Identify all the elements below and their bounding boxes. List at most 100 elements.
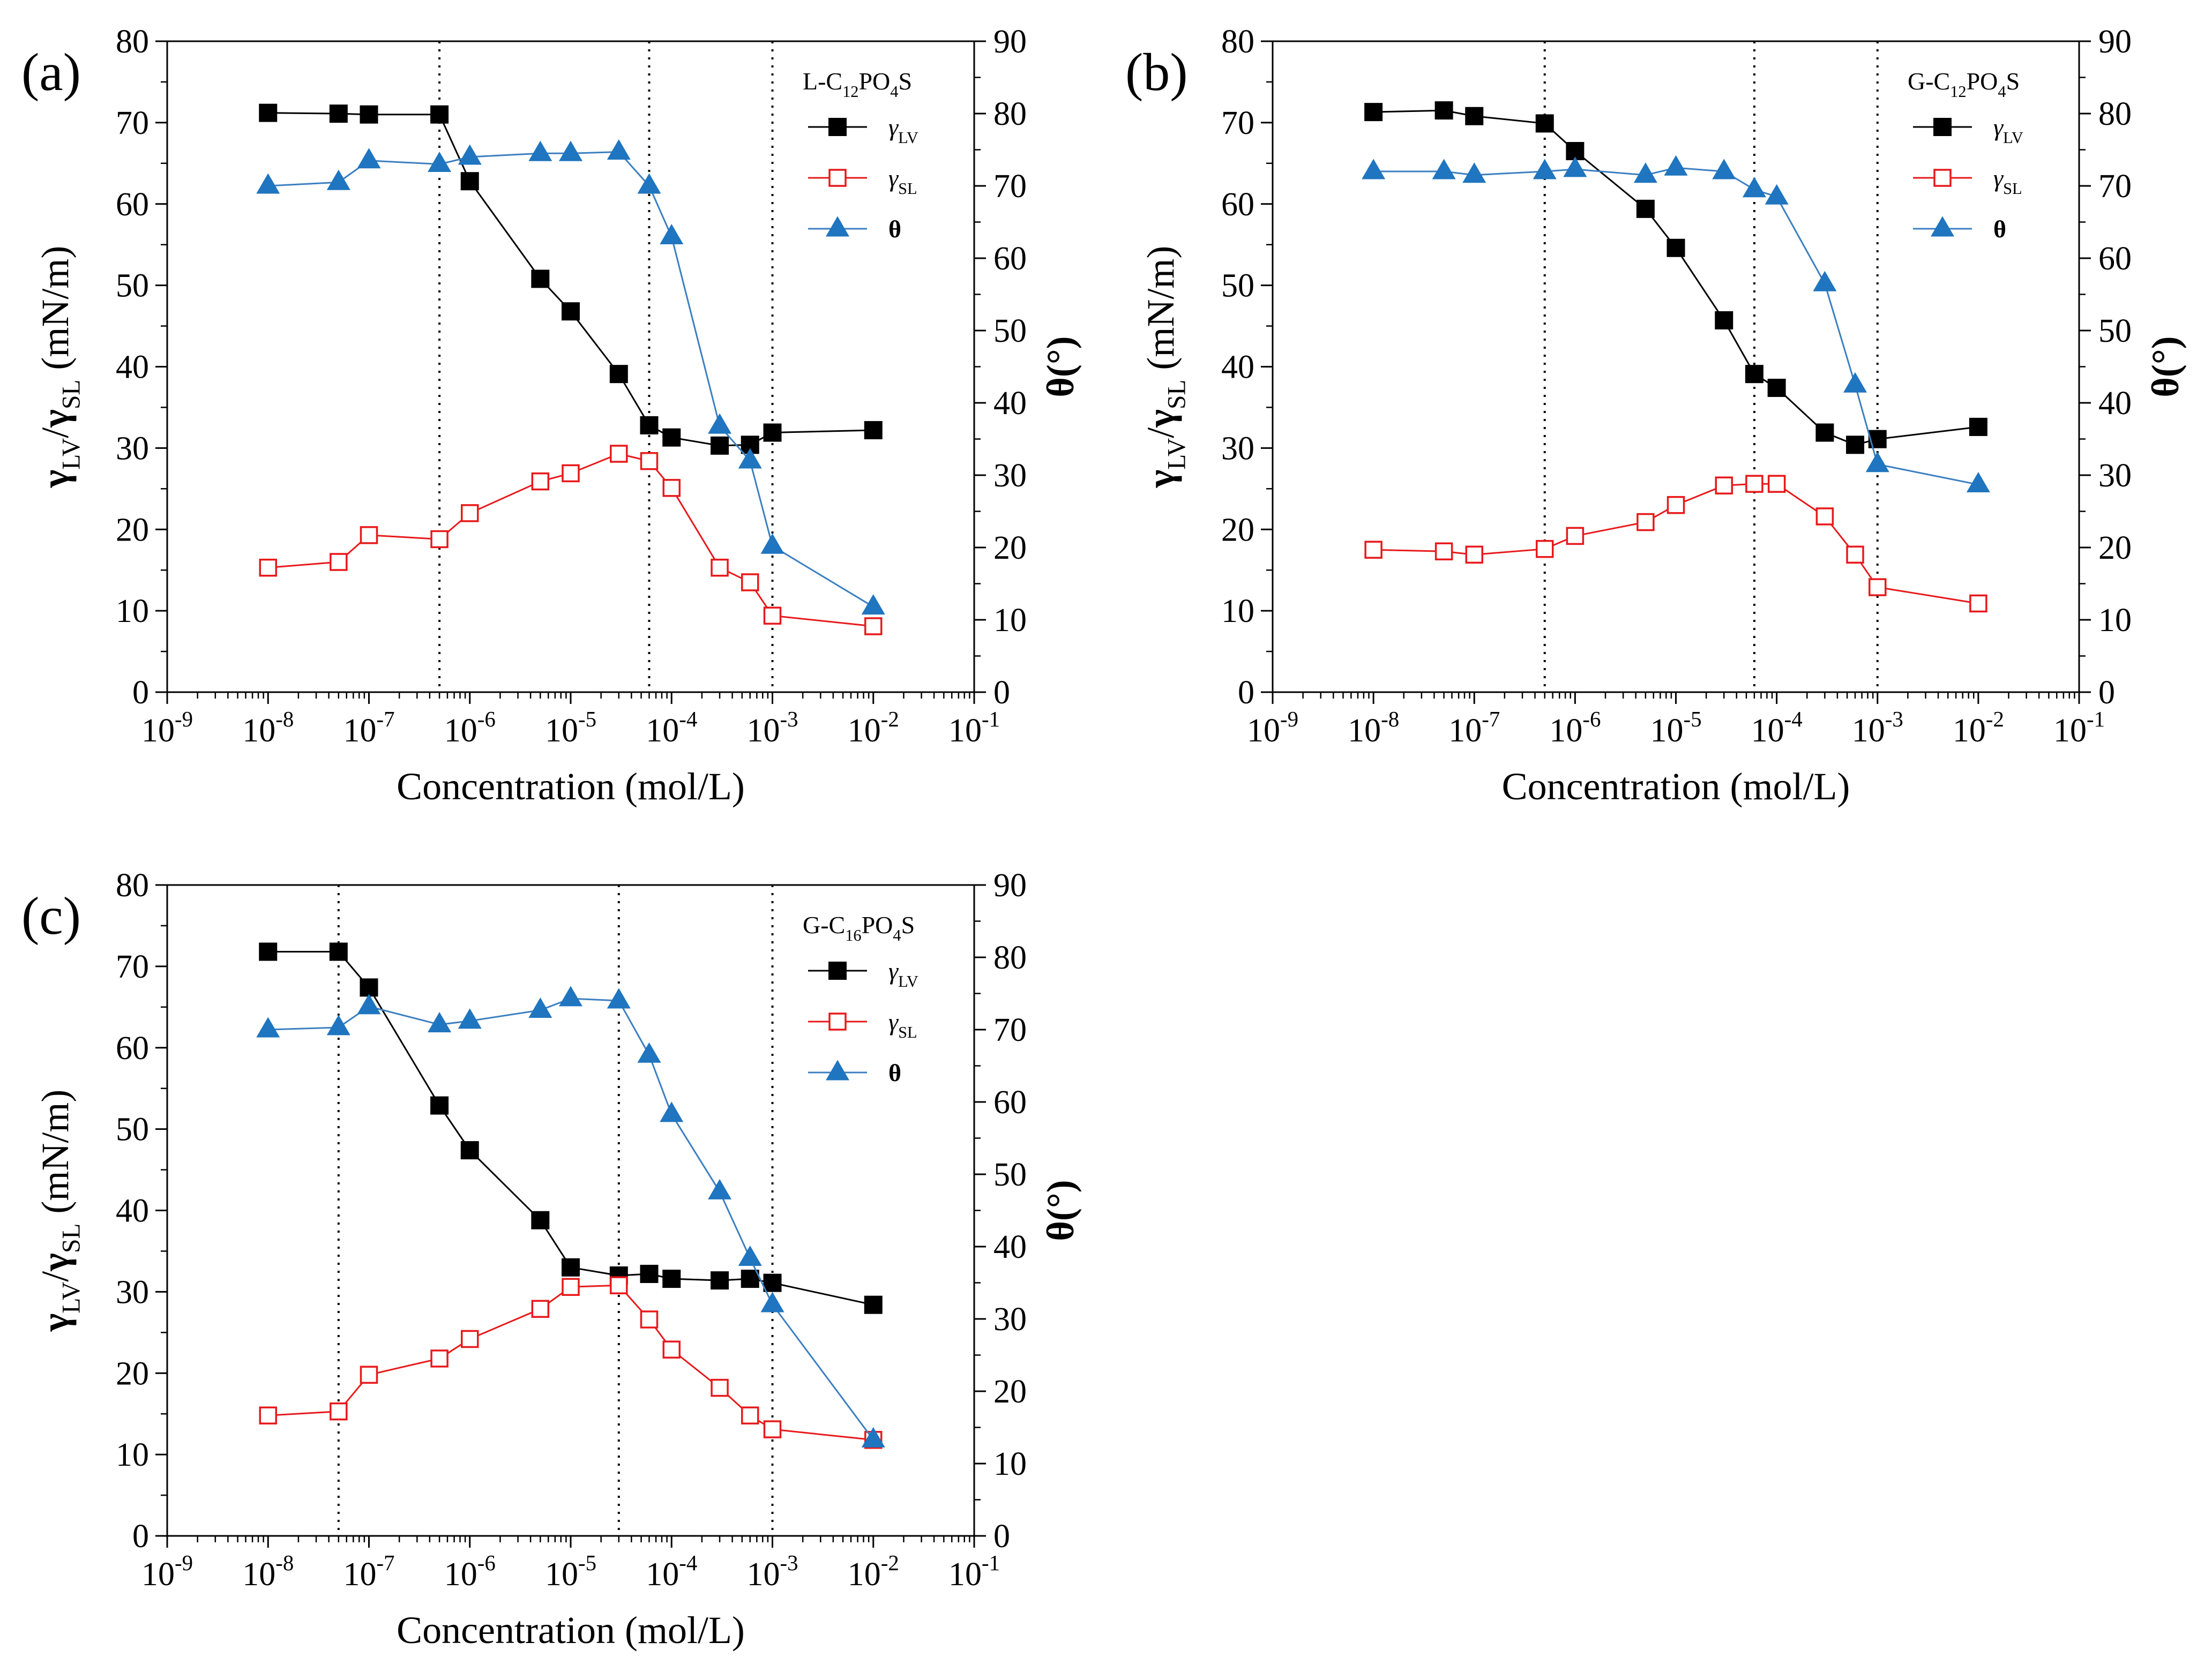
y-left-tick-label: 70 [1221,105,1254,141]
y-right-tick-label: 50 [993,1157,1027,1193]
x-axis-label: Concentration (mol/L) [397,1609,745,1652]
data-point [428,151,452,172]
data-point [607,988,631,1009]
y-left-tick-label: 30 [116,430,149,467]
data-point [662,479,681,497]
data-point [460,172,479,191]
data-point [640,1264,659,1283]
data-point [1533,159,1557,179]
data-point [1667,496,1685,514]
y-right-tick-label: 20 [2098,530,2132,566]
data-point [640,452,659,470]
y-left-tick-label: 50 [116,268,149,304]
legend: G-C12PO4S γLV γSL θ [1908,68,2023,243]
data-point [738,1246,762,1266]
panel-label: (a) [21,42,81,102]
x-tick-label: 10-7 [343,1551,394,1593]
series-line [1373,167,1979,486]
x-axis-label: Concentration (mol/L) [1502,765,1850,808]
data-point [326,169,350,190]
data-point [430,1349,449,1368]
data-point [1465,545,1483,564]
y-right-tick-label: 70 [993,1012,1027,1048]
data-point [1633,162,1657,183]
y-right-axis-label: θ(°) [1039,1180,1082,1241]
panel-label: (b) [1125,42,1188,102]
data-point [1969,417,1987,436]
data-point [711,1271,729,1290]
y-left-tick-label: 70 [116,949,149,985]
y-right-tick-label: 50 [2098,313,2132,349]
data-point [528,997,552,1018]
data-point [711,1378,729,1397]
x-tick-label: 10-6 [444,707,496,749]
data-point [708,1179,732,1199]
y-left-tick-label: 60 [1221,186,1254,223]
data-point [660,1101,684,1122]
y-right-tick-label: 0 [993,674,1010,711]
series-3 [256,139,885,615]
data-point [1815,423,1834,442]
data-point [708,413,732,434]
data-point [330,1402,348,1421]
x-tick-label: 10-7 [343,707,394,749]
y-right-tick-label: 30 [993,1301,1027,1338]
data-point [1465,107,1484,125]
data-point [763,606,782,625]
data-point [1535,539,1554,558]
legend-entry: γSL [888,164,917,198]
data-point [1745,365,1763,384]
y-left-tick-label: 20 [116,512,149,548]
data-point [562,302,580,321]
series-line [268,112,873,447]
data-point [1715,311,1733,329]
x-tick-label: 10-1 [948,1551,1000,1593]
y-right-tick-label: 70 [2098,168,2132,205]
data-point [1462,162,1486,183]
data-point [640,416,659,434]
y-right-tick-label: 90 [993,24,1027,60]
data-point [559,140,582,161]
x-tick-label: 10-5 [1650,707,1701,749]
data-point [1712,159,1736,179]
y-right-tick-label: 10 [2098,602,2132,639]
data-point [1815,507,1834,526]
x-tick-label: 10-4 [1751,707,1803,749]
data-point [662,428,681,447]
y-right-tick-label: 0 [993,1518,1010,1555]
y-left-tick-label: 10 [116,1437,149,1473]
x-tick-label: 10-3 [746,707,798,749]
data-point [259,558,277,577]
y-right-tick-label: 30 [2098,458,2132,494]
data-point [741,1270,759,1288]
data-point [864,617,883,635]
x-tick-label: 10-9 [141,707,193,749]
y-right-tick-label: 10 [993,602,1027,639]
legend-marker [1933,118,1952,136]
series-3 [1362,155,1990,492]
y-right-tick-label: 20 [993,1374,1027,1410]
legend-entry: γLV [888,114,918,147]
y-right-tick-label: 60 [993,241,1027,277]
data-point [528,140,552,161]
y-right-tick-label: 60 [2098,241,2132,277]
data-point [637,173,661,194]
data-point [1636,199,1655,218]
y-right-tick-label: 70 [993,168,1027,205]
y-right-tick-label: 60 [993,1084,1027,1121]
y-right-tick-label: 10 [993,1446,1027,1482]
data-point [660,223,684,244]
data-point [430,1096,449,1115]
data-point [861,594,885,615]
legend-title: G-C16PO4S [803,911,915,944]
y-right-tick-label: 20 [993,530,1027,566]
data-point [738,448,762,469]
data-point [1434,542,1453,561]
x-tick-label: 10-4 [646,1551,697,1593]
data-point [1846,436,1865,454]
y-right-tick-label: 90 [2098,24,2132,60]
data-point [259,1406,277,1424]
legend-marker [828,169,847,187]
y-right-tick-label: 80 [993,96,1027,132]
data-point [1869,578,1887,596]
